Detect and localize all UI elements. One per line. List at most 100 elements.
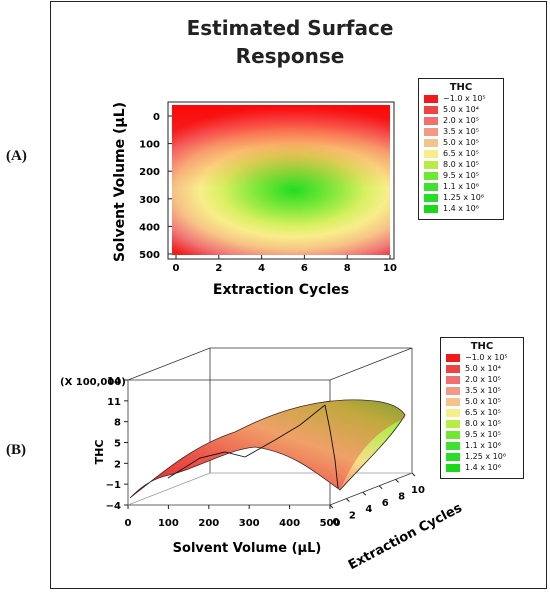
x-tick-label: 500 [320, 518, 341, 529]
legend-label: 9.5 x 10⁵ [465, 430, 501, 439]
legend-item: 5.0 x 10⁴ [424, 104, 503, 115]
y-tick-mark [411, 472, 416, 477]
heatmap-y-ticks: 0 100 200 300 400 500 [139, 112, 172, 261]
legend-item: 8.0 x 10⁵ [424, 159, 503, 170]
legend-item: 1.1 x 10⁶ [446, 440, 523, 451]
z-tick-label: 5 [114, 439, 121, 450]
y-tick-label: 0 [333, 517, 340, 528]
surface-z-scale-note: (X 100,000) [60, 377, 126, 388]
legend-label: 3.5 x 10⁵ [465, 386, 501, 395]
y-tick-label: 100 [139, 140, 160, 151]
legend-item: 1.4 x 10⁶ [446, 462, 523, 473]
legend-label: 1.4 x 10⁶ [465, 463, 501, 472]
y-tick-mark [346, 498, 350, 502]
legend-label: 2.0 x 10⁵ [465, 375, 501, 384]
legend-b-title: THC [470, 341, 494, 352]
legend-label: 6.5 x 10⁵ [443, 149, 479, 158]
legend-label: 5.0 x 10⁵ [465, 397, 501, 406]
surface-x-ticks: 0 100 200 300 400 500 [125, 505, 341, 529]
legend-swatch [446, 452, 460, 461]
surface-contour-mid [244, 404, 326, 458]
z-tick-label: 14 [107, 376, 121, 387]
legend-label: 8.0 x 10⁵ [465, 419, 501, 428]
legend-swatch [446, 441, 460, 450]
legend-a: THC −1.0 x 10⁵ 5.0 x 10⁴ 2.0 x 10⁵ 3.5 x 10… [418, 78, 504, 220]
surface-z-axis-label: THC [93, 440, 106, 465]
legend-item: −1.0 x 10⁵ [446, 352, 523, 363]
panel-label-a: (A) [6, 148, 27, 164]
chart-title-line2: Response [235, 44, 345, 68]
x-tick-label: 0 [125, 518, 132, 529]
legend-item: 9.5 x 10⁵ [446, 429, 523, 440]
z-tick-label: 8 [114, 418, 121, 429]
legend-item: 5.0 x 10⁵ [446, 396, 523, 407]
x-tick-label: 2 [215, 263, 222, 274]
x-tick-label: 200 [198, 518, 219, 529]
legend-label: −1.0 x 10⁵ [443, 94, 486, 103]
legend-a-title: THC [449, 82, 473, 93]
legend-label: −1.0 x 10⁵ [465, 353, 508, 362]
legend-label: 5.0 x 10⁵ [443, 138, 479, 147]
legend-swatch [446, 386, 460, 395]
y-tick-mark [395, 479, 399, 483]
legend-label: 9.5 x 10⁵ [443, 171, 479, 180]
y-tick-label: 2 [349, 511, 356, 522]
legend-item: 3.5 x 10⁵ [446, 385, 523, 396]
heatmap-y-axis-label: Solvent Volume (μL) [112, 102, 128, 262]
legend-swatch [446, 364, 460, 373]
legend-swatch [424, 182, 438, 191]
x-tick-label: 100 [158, 518, 179, 529]
z-tick-label: 11 [107, 397, 121, 408]
legend-swatch [446, 353, 460, 362]
legend-swatch [446, 419, 460, 428]
z-tick-label: −4 [106, 501, 121, 512]
surface-x-axis-label: Solvent Volume (μL) [173, 541, 322, 556]
z-tick-label: −1 [106, 480, 121, 491]
legend-swatch [424, 116, 438, 125]
legend-item: 8.0 x 10⁵ [446, 418, 523, 429]
legend-item: 6.5 x 10⁵ [424, 148, 503, 159]
heatmap-plot: 0 2 4 6 8 10 0 100 200 300 400 500 Extraction Cycl… [112, 101, 397, 298]
y-tick-label: 6 [382, 498, 389, 509]
x-tick-label: 4 [258, 263, 265, 274]
legend-item: 2.0 x 10⁵ [446, 374, 523, 385]
x-tick-label: 400 [279, 518, 300, 529]
heatmap-x-axis-label: Extraction Cycles [213, 282, 349, 298]
legend-swatch [424, 138, 438, 147]
y-tick-label: 10 [411, 485, 425, 496]
y-tick-label: 8 [398, 491, 405, 502]
x-tick-label: 6 [301, 263, 308, 274]
surface-contour-right [324, 404, 339, 489]
legend-item: 1.4 x 10⁶ [424, 203, 503, 214]
y-tick-label: 300 [139, 195, 160, 206]
legend-swatch [446, 397, 460, 406]
legend-label: 6.5 x 10⁵ [465, 408, 501, 417]
legend-label: 1.1 x 10⁶ [465, 441, 501, 450]
legend-item: 1.25 x 10⁶ [446, 451, 523, 462]
chart-title: Estimated Surface Response [140, 14, 440, 70]
x-tick-label: 300 [239, 518, 260, 529]
legend-swatch [424, 149, 438, 158]
y-tick-label: 4 [365, 504, 372, 515]
legend-swatch [446, 375, 460, 384]
legend-item: 5.0 x 10⁴ [446, 363, 523, 374]
legend-item: 5.0 x 10⁵ [424, 137, 503, 148]
legend-item: 3.5 x 10⁵ [424, 126, 503, 137]
chart-title-line1: Estimated Surface [186, 16, 394, 40]
x-tick-label: 0 [173, 263, 180, 274]
y-tick-label: 500 [139, 250, 160, 261]
y-tick-label: 0 [153, 112, 160, 123]
heatmap-x-ticks: 0 2 4 6 8 10 [173, 255, 397, 274]
legend-label: 1.4 x 10⁶ [443, 204, 479, 213]
legend-label: 1.25 x 10⁶ [465, 452, 507, 461]
surface-z-ticks: 14 11 8 5 2 −1 −4 [106, 376, 128, 512]
legend-swatch [446, 463, 460, 472]
surface-shade [130, 399, 405, 498]
y-tick-mark [378, 485, 383, 490]
legend-swatch [424, 204, 438, 213]
legend-item: 1.25 x 10⁶ [424, 192, 503, 203]
legend-b-list: −1.0 x 10⁵ 5.0 x 10⁴ 2.0 x 10⁵ 3.5 x 10⁵ 5.0… [441, 352, 523, 473]
legend-b: THC −1.0 x 10⁵ 5.0 x 10⁴ 2.0 x 10⁵ 3.5 x 10… [440, 337, 524, 479]
